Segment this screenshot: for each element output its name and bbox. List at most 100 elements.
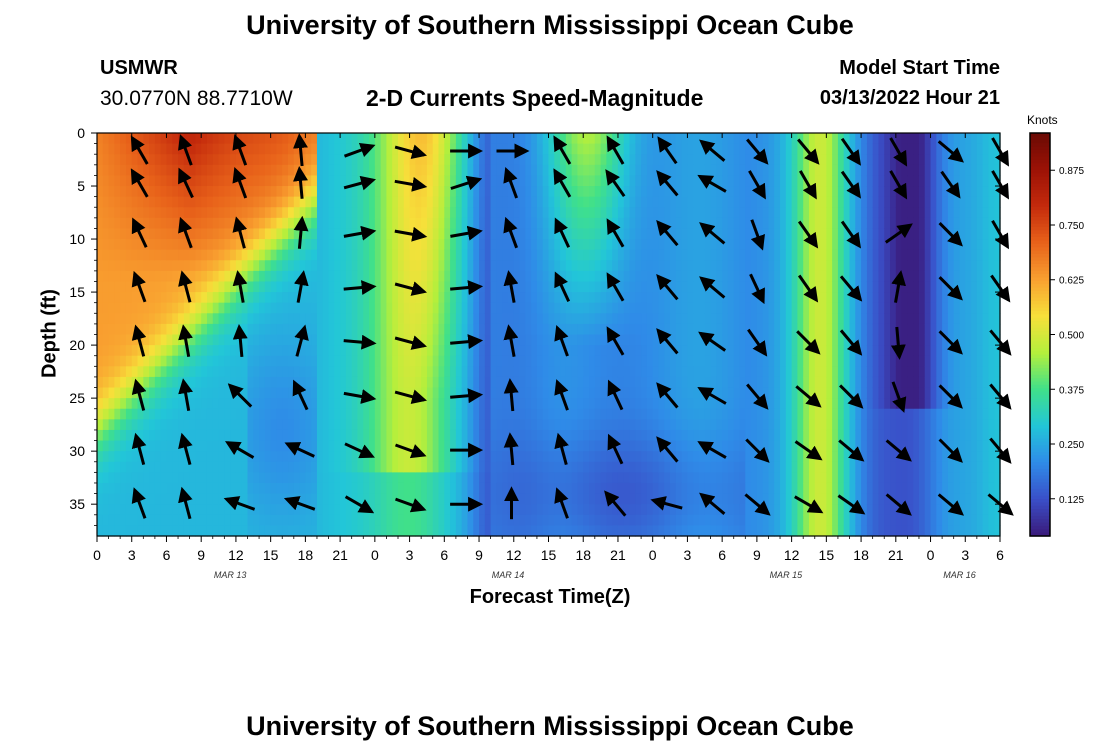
heatmap-cell <box>571 323 579 336</box>
heatmap-cell <box>131 461 139 473</box>
heatmap-cell <box>843 482 851 495</box>
heatmap-cell <box>484 504 492 516</box>
heatmap-cell <box>450 398 457 410</box>
heatmap-cell <box>409 472 416 484</box>
heatmap-cell <box>189 313 197 325</box>
heatmap-cell <box>635 525 642 537</box>
heatmap-cell <box>125 493 133 505</box>
heatmap-cell <box>479 472 486 484</box>
heatmap-cell <box>641 323 648 336</box>
heatmap-cell <box>814 472 822 484</box>
heatmap-cell <box>450 429 457 442</box>
heatmap-cell <box>415 440 422 452</box>
heatmap-cell <box>768 366 775 378</box>
heatmap-cell <box>768 154 775 166</box>
heatmap-cell <box>704 186 712 198</box>
heatmap-cell <box>253 292 260 304</box>
heatmap-cell <box>710 292 717 304</box>
heatmap-cell <box>577 249 584 261</box>
heatmap-cell <box>345 133 353 145</box>
heatmap-cell <box>560 292 567 304</box>
heatmap-cell <box>351 398 359 410</box>
heatmap-cell <box>288 292 295 304</box>
heatmap-cell <box>415 514 422 526</box>
heatmap-cell <box>548 345 555 357</box>
heatmap-cell <box>774 164 781 177</box>
heatmap-cell <box>398 493 405 505</box>
heatmap-cell <box>328 154 335 166</box>
heatmap-cell <box>334 355 341 367</box>
heatmap-cell <box>560 196 567 208</box>
heatmap-cell <box>612 313 619 325</box>
heatmap-cell <box>693 366 700 378</box>
heatmap-cell <box>681 504 689 516</box>
heatmap-cell <box>473 164 480 177</box>
heatmap-cell <box>299 461 306 473</box>
heatmap-cell <box>97 228 104 240</box>
heatmap-cell <box>392 504 399 516</box>
heatmap-cell <box>264 366 272 378</box>
heatmap-cell <box>97 281 104 293</box>
heatmap-cell <box>484 355 492 367</box>
heatmap-cell <box>849 355 856 367</box>
heatmap-cell <box>363 398 370 410</box>
heatmap-cell <box>224 292 231 304</box>
heatmap-cell <box>166 260 173 272</box>
heatmap-cell <box>629 345 636 357</box>
heatmap-cell <box>791 408 799 420</box>
heatmap-cell <box>421 355 428 367</box>
heatmap-cell <box>670 175 677 187</box>
heatmap-cell <box>762 493 770 505</box>
heatmap-cell <box>704 355 712 367</box>
heatmap-cell <box>241 440 249 452</box>
heatmap-cell <box>681 164 689 177</box>
heatmap-cell <box>224 239 231 251</box>
heatmap-cell <box>380 186 388 198</box>
heatmap-cell <box>577 429 584 442</box>
heatmap-cell <box>606 461 613 473</box>
heatmap-cell <box>206 207 214 219</box>
heatmap-cell <box>149 217 156 230</box>
heatmap-cell <box>444 525 451 537</box>
heatmap-cell <box>768 164 775 177</box>
heatmap-cell <box>814 429 822 442</box>
heatmap-cell <box>160 366 168 378</box>
heatmap-cell <box>374 175 382 187</box>
heatmap-cell <box>421 249 428 261</box>
heatmap-cell <box>108 154 115 166</box>
heatmap-cell <box>114 270 121 283</box>
heatmap-cell <box>589 355 596 367</box>
heatmap-cell <box>652 482 660 495</box>
heatmap-cell <box>131 249 139 261</box>
heatmap-cell <box>670 472 677 484</box>
heatmap-cell <box>745 249 752 261</box>
heatmap-cell <box>814 228 822 240</box>
heatmap-cell <box>380 292 388 304</box>
heatmap-cell <box>369 440 376 452</box>
heatmap-cell <box>710 260 717 272</box>
heatmap-cell <box>299 292 306 304</box>
heatmap-cell <box>432 440 440 452</box>
heatmap-cell <box>247 302 254 314</box>
heatmap-cell <box>305 355 312 367</box>
heatmap-cell <box>589 482 596 495</box>
heatmap-cell <box>467 525 474 537</box>
heatmap-cell <box>270 228 278 240</box>
heatmap-cell <box>635 228 642 240</box>
heatmap-cell <box>369 313 376 325</box>
heatmap-cell <box>201 186 208 198</box>
heatmap-cell <box>670 461 677 473</box>
heatmap-cell <box>357 482 364 495</box>
heatmap-cell <box>681 143 689 155</box>
heatmap-cell <box>357 323 364 336</box>
heatmap-cell <box>247 164 254 177</box>
heatmap-cell <box>751 482 758 495</box>
heatmap-cell <box>623 440 631 452</box>
heatmap-cell <box>328 472 335 484</box>
heatmap-cell <box>178 366 185 378</box>
heatmap-cell <box>305 313 312 325</box>
heatmap-cell <box>351 313 359 325</box>
heatmap-cell <box>542 493 550 505</box>
heatmap-cell <box>120 440 127 452</box>
heatmap-cell <box>606 355 613 367</box>
